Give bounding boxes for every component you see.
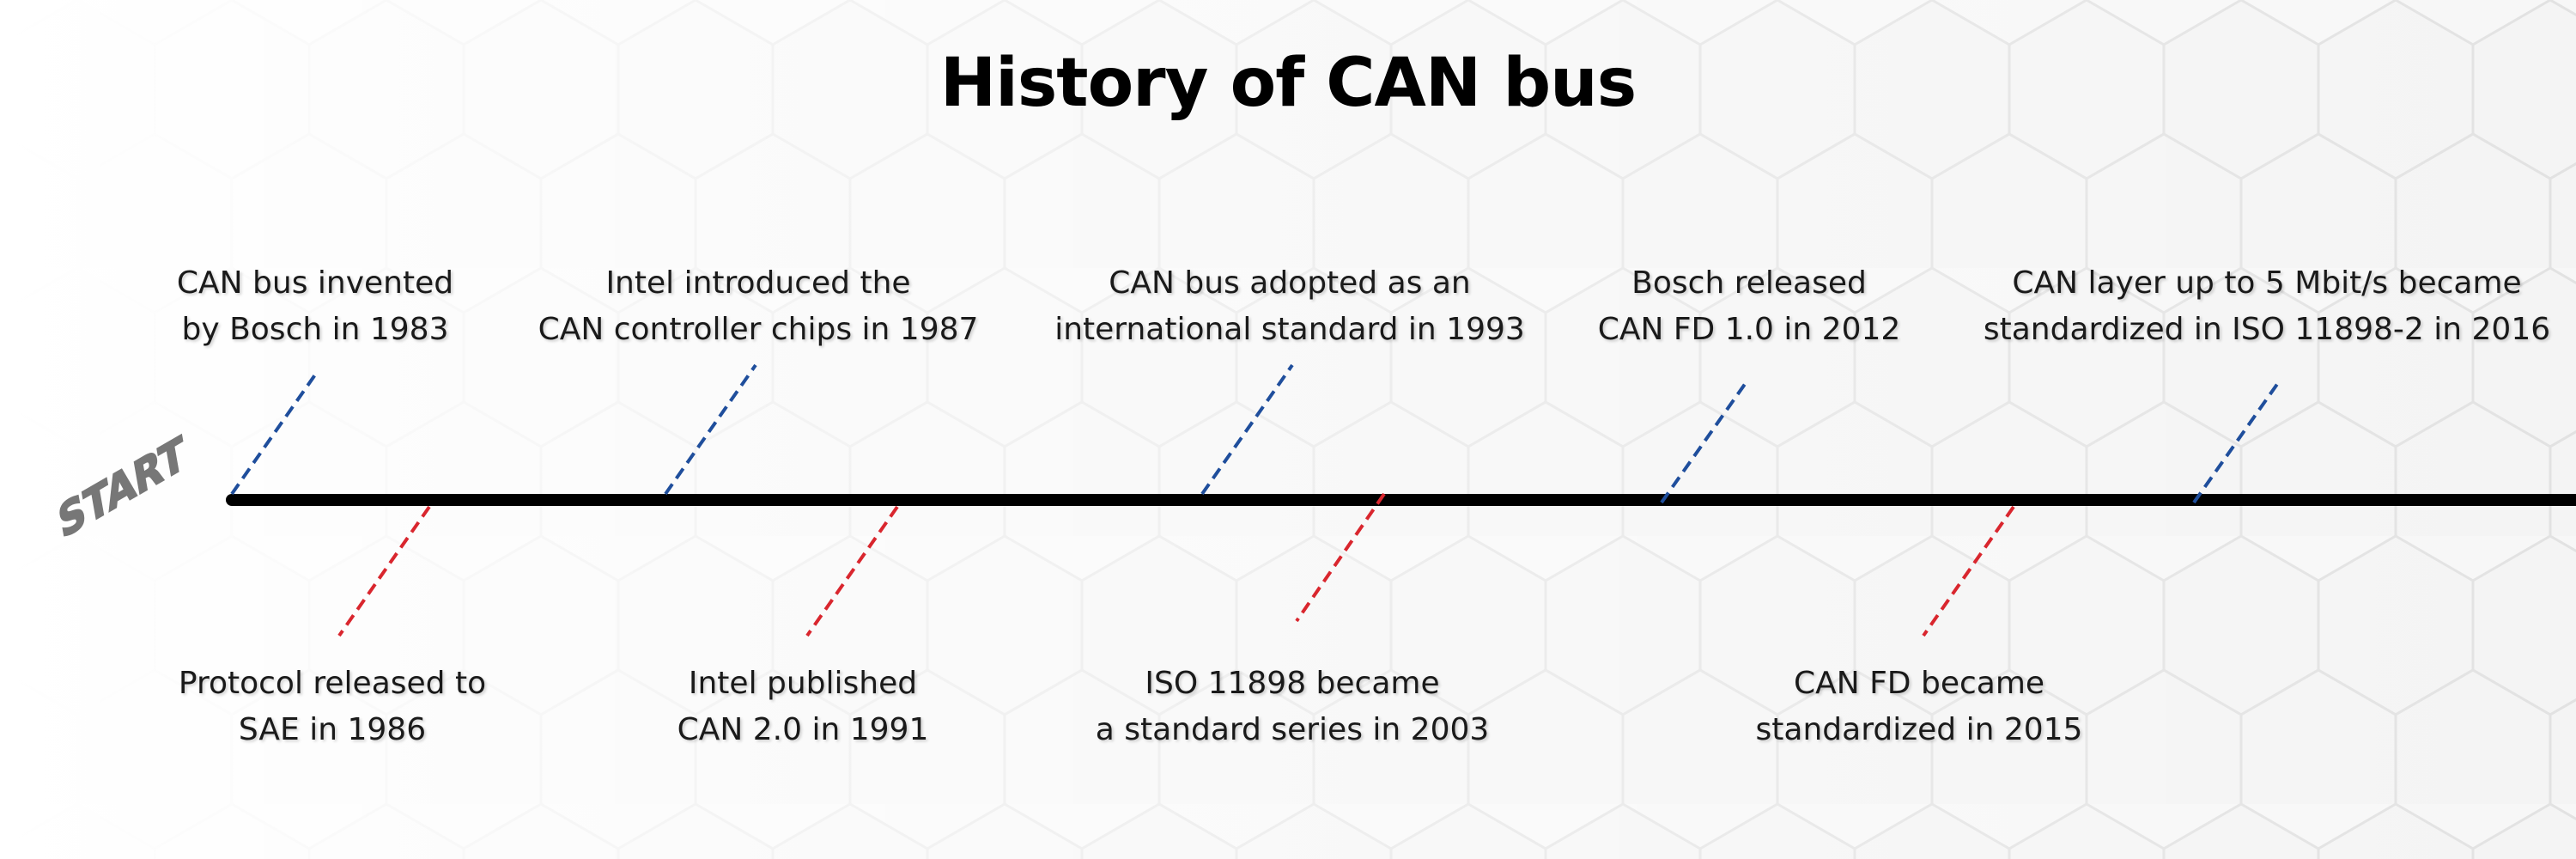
event-top-3: CAN bus adopted as an international stan…	[989, 260, 1590, 353]
event-top-1-line2: by Bosch in 1983	[181, 312, 449, 347]
event-bottom-4-line1: CAN FD became	[1793, 666, 2045, 701]
event-bottom-4: CAN FD became standardized in 2015	[1619, 661, 2220, 753]
event-top-3-line2: international standard in 1993	[1054, 312, 1525, 347]
event-bottom-2: Intel published CAN 2.0 in 1991	[502, 661, 1103, 753]
event-bottom-1-line1: Protocol released to	[178, 666, 487, 701]
event-bottom-3-line1: ISO 11898 became	[1145, 666, 1440, 701]
event-bottom-2-line1: Intel published	[688, 666, 918, 701]
top-connector-2	[664, 363, 757, 496]
event-top-4-line2: CAN FD 1.0 in 2012	[1597, 312, 1901, 347]
event-top-3-line1: CAN bus adopted as an	[1109, 265, 1471, 301]
start-sign: START	[54, 425, 190, 550]
event-bottom-3: ISO 11898 became a standard series in 20…	[992, 661, 1593, 753]
event-top-1-line1: CAN bus invented	[176, 265, 454, 301]
start-sign-text: START	[55, 426, 189, 549]
event-top-5-line2: standardized in ISO 11898-2 in 2016	[1983, 312, 2551, 347]
event-bottom-4-line2: standardized in 2015	[1755, 712, 2083, 747]
event-bottom-1-line2: SAE in 1986	[238, 712, 427, 747]
event-top-1: CAN bus invented by Bosch in 1983	[15, 260, 616, 353]
bottom-connector-2	[805, 505, 899, 637]
event-top-5-line1: CAN layer up to 5 Mbit/s became	[2012, 265, 2522, 301]
event-top-2-line1: Intel introduced the	[605, 265, 911, 301]
top-connector-1	[230, 369, 319, 496]
page-title: History of CAN bus	[939, 45, 1637, 122]
top-connector-3	[1200, 363, 1294, 496]
event-bottom-1: Protocol released to SAE in 1986	[32, 661, 633, 753]
top-connector-5	[2192, 379, 2281, 504]
bottom-connector-4	[1922, 505, 2015, 637]
bottom-connector-3	[1295, 492, 1386, 623]
event-top-2-line2: CAN controller chips in 1987	[538, 312, 979, 347]
event-bottom-3-line2: a standard series in 2003	[1095, 712, 1490, 747]
event-top-4: Bosch released CAN FD 1.0 in 2012	[1449, 260, 2050, 353]
event-top-2: Intel introduced the CAN controller chip…	[458, 260, 1059, 353]
top-connector-4	[1660, 379, 1749, 504]
bottom-connector-1	[337, 505, 431, 637]
event-bottom-2-line2: CAN 2.0 in 1991	[677, 712, 929, 747]
event-top-4-line1: Bosch released	[1631, 265, 1867, 301]
event-top-5: CAN layer up to 5 Mbit/s became standard…	[1966, 260, 2567, 353]
